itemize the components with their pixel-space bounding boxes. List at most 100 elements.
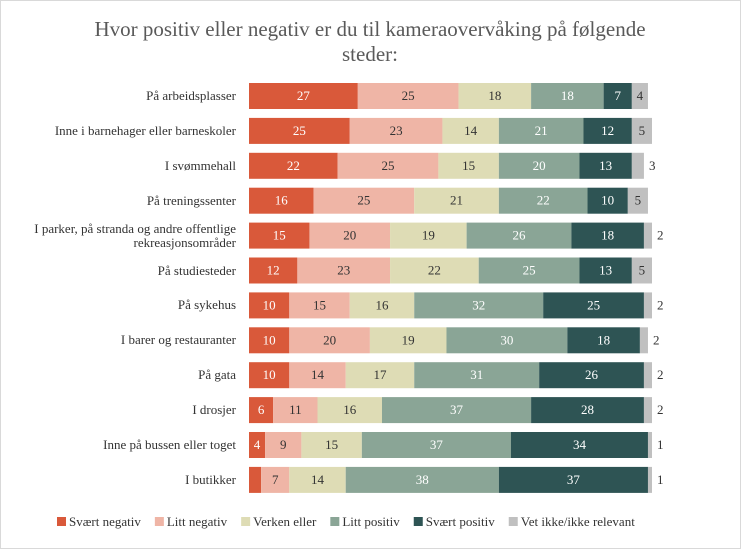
category-label: I drosjer [192,402,236,418]
bar-segment [249,222,310,249]
bar-segment [647,432,652,458]
bar-segment [531,397,644,424]
value-label: 32 [472,297,485,312]
legend-swatch [508,517,518,526]
value-label: 3 [649,158,656,173]
bar-segment [579,257,632,284]
value-label: 34 [573,437,587,452]
value-label: 18 [561,88,574,103]
legend-label: Verken eller [253,514,317,529]
value-label: 7 [614,88,621,103]
bar-segment [498,187,588,214]
value-label: 28 [581,402,594,417]
value-label: 31 [470,367,483,382]
category-label: Inne i barnehager eller barneskoler [54,122,236,138]
bar-segment [414,187,499,214]
value-label: 27 [297,88,311,103]
bar-segment [639,327,648,354]
legend-swatch [57,517,66,526]
value-label: 18 [488,88,501,103]
bar-segment [414,362,540,389]
value-label: 23 [337,262,350,277]
value-label: 37 [430,437,444,452]
value-label: 25 [402,88,415,103]
legend-label: Svært positiv [426,514,495,529]
value-label: 2 [657,402,664,417]
value-label: 18 [597,332,610,347]
value-label: 4 [637,88,644,103]
bar-segment [357,83,459,109]
value-label: 13 [599,262,612,277]
value-label: 25 [587,297,600,312]
value-label: 20 [533,158,546,173]
bar-segment [349,117,443,144]
value-label: 5 [639,262,646,277]
value-label: 10 [601,193,614,208]
bar-segment [337,152,439,179]
value-label: 13 [599,158,612,173]
value-label: 37 [450,402,464,417]
value-label: 10 [263,332,276,347]
value-label: 15 [313,297,326,312]
bar-segment [249,292,290,319]
value-label: 2 [657,228,664,243]
legend-label: Svært negativ [69,514,141,529]
bar-segment [458,83,532,109]
legend-label: Vet ikke/ikke relevant [521,514,635,529]
bar-segment [510,432,648,458]
value-label: 26 [513,228,527,243]
value-label: 25 [357,193,370,208]
bar-segment [313,187,415,214]
bar-segment [498,152,580,179]
bar-segment [249,327,290,354]
bar-segment [438,152,499,179]
legend-label: Litt negativ [167,514,228,529]
bar-segment [273,397,318,424]
bar-segment [571,222,644,249]
bar-segment [631,152,644,179]
value-label: 21 [450,193,463,208]
bar-segment [643,397,652,424]
value-label: 18 [601,228,614,243]
value-label: 5 [639,123,646,138]
value-label: 22 [537,193,550,208]
bar-segment [631,257,652,284]
bar-segment [301,432,362,458]
bar-segment [643,222,652,249]
bar-segment [647,466,652,493]
value-label: 26 [585,367,599,382]
value-label: 38 [416,472,429,487]
value-label: 7 [272,472,279,487]
bar-segment [498,117,584,144]
legend-swatch [241,517,251,526]
bar-segment [381,397,532,424]
value-label: 2 [657,367,664,382]
value-label: 16 [375,297,389,312]
bar-segment [289,362,346,389]
bar-segment [249,187,314,214]
bar-segment [498,466,648,493]
bar-segment [539,362,644,389]
bar-segment [349,292,415,319]
value-label: 15 [462,158,475,173]
bar-segment [289,327,370,354]
value-label: 22 [428,262,441,277]
bar-segment [466,222,572,249]
bar-segment [249,83,358,109]
bar-segment [631,117,652,144]
value-label: 25 [523,262,536,277]
bar-segment [297,257,391,284]
value-label: 25 [293,123,306,138]
value-label: 19 [402,332,415,347]
bar-segment [446,327,568,354]
category-label: I butikker [185,471,236,487]
value-label: 10 [263,297,276,312]
bar-segment [531,83,604,109]
legend-swatch [154,517,164,526]
chart-title: Hvor positiv eller negativ er du til kam… [94,17,646,66]
value-label: 30 [500,332,513,347]
value-label: 22 [287,158,300,173]
value-label: 14 [311,367,325,382]
value-label: 14 [464,123,478,138]
